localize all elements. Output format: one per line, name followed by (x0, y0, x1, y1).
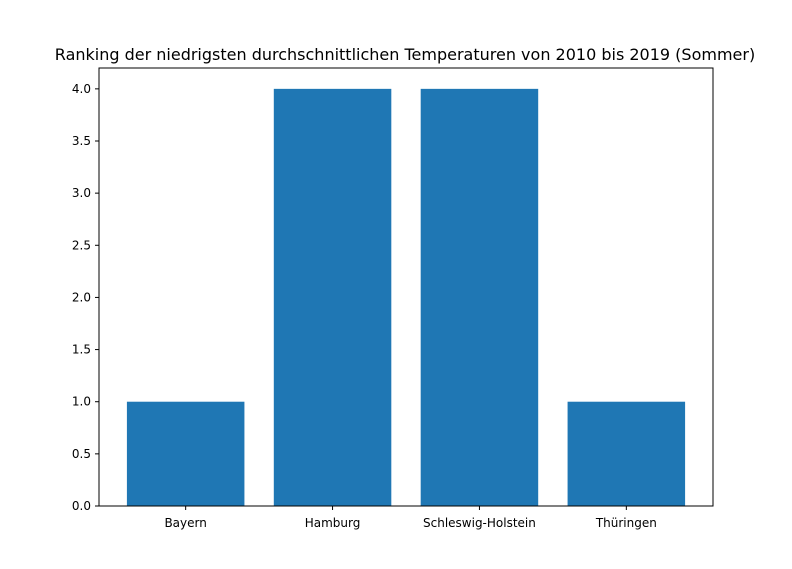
chart-title: Ranking der niedrigsten durchschnittlich… (55, 45, 755, 64)
y-tick-label: 2.5 (72, 238, 91, 252)
bar-bayern (126, 401, 245, 506)
y-tick-label: 1.0 (72, 395, 91, 409)
y-axis: 0.0 0.5 1.0 1.5 2.0 2.5 3.0 3.5 4.0 (72, 82, 99, 513)
x-tick-label: Bayern (164, 516, 206, 530)
x-tick-label: Schleswig-Holstein (423, 516, 536, 530)
y-tick-label: 3.0 (72, 186, 91, 200)
bar-th-ringen (567, 401, 686, 506)
y-tick-label: 0.0 (72, 499, 91, 513)
x-tick-label: Thüringen (595, 516, 657, 530)
plot-frame (98, 67, 714, 507)
x-tick-label: Hamburg (305, 516, 361, 530)
y-tick-label: 0.5 (72, 447, 91, 461)
y-tick-label: 1.5 (72, 343, 91, 357)
y-tick-label: 2.0 (72, 290, 91, 304)
bar-schleswig-holstein (420, 88, 539, 506)
y-tick-label: 4.0 (72, 82, 91, 96)
bar-hamburg (273, 88, 392, 506)
x-axis: Bayern Hamburg Schleswig-Holstein Thüringen (164, 506, 657, 530)
bars-group (126, 88, 686, 506)
y-tick-label: 3.5 (72, 134, 91, 148)
